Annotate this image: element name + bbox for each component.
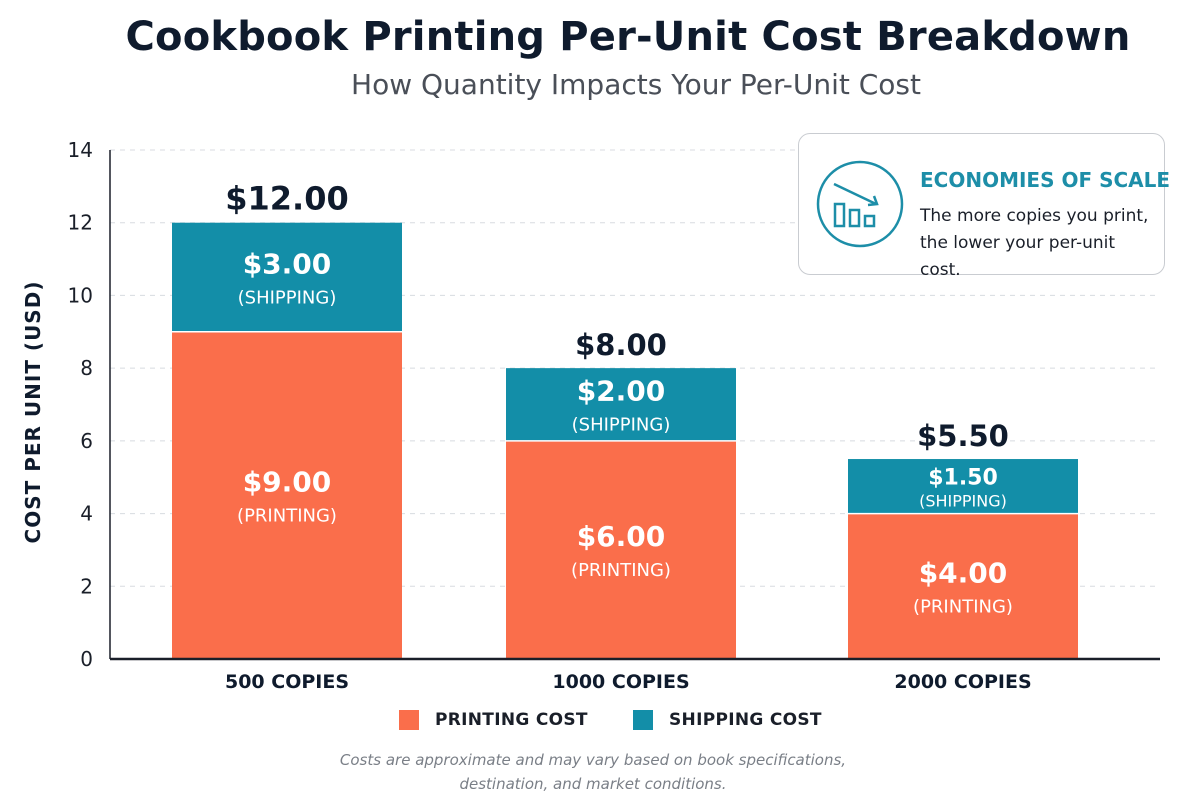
y-tick-label: 14 bbox=[68, 138, 93, 162]
bar-total-label: $8.00 bbox=[575, 328, 667, 362]
bar-shipping bbox=[172, 222, 402, 332]
bar-value-label: $6.00 bbox=[577, 520, 666, 553]
legend-swatch-shipping bbox=[633, 710, 653, 730]
y-tick-label: 6 bbox=[80, 429, 93, 453]
bar-printing bbox=[506, 440, 736, 659]
legend-item-shipping: SHIPPING COST bbox=[633, 710, 822, 730]
bar-sublabel: (PRINTING) bbox=[913, 596, 1013, 617]
x-category-label: 1000 COPIES bbox=[552, 671, 689, 693]
y-axis-label: COST PER UNIT (USD) bbox=[21, 281, 45, 544]
footnote-line: Costs are approximate and may vary based… bbox=[339, 751, 847, 769]
y-tick-label: 2 bbox=[80, 574, 93, 598]
bar-shipping bbox=[848, 459, 1078, 514]
y-tick-label: 10 bbox=[68, 283, 93, 307]
bar-printing bbox=[848, 513, 1078, 659]
footnote-line: destination, and market conditions. bbox=[459, 775, 727, 793]
bar-printing bbox=[172, 331, 402, 659]
bar-sublabel: (SHIPPING) bbox=[238, 287, 337, 308]
bar-total-label: $5.50 bbox=[917, 419, 1009, 453]
y-tick-label: 4 bbox=[80, 502, 93, 526]
bar-sublabel: (PRINTING) bbox=[237, 505, 337, 526]
y-tick-label: 8 bbox=[80, 356, 93, 380]
x-category-label: 2000 COPIES bbox=[894, 671, 1031, 693]
callout-text: The more copies you print, the lower you… bbox=[920, 203, 1160, 284]
y-tick-label: 12 bbox=[68, 211, 93, 235]
bar-value-label: $3.00 bbox=[243, 247, 332, 280]
axes: 500 COPIES 1000 COPIES 2000 COPIES bbox=[109, 150, 1160, 693]
y-tick-label: 0 bbox=[80, 647, 93, 671]
legend: PRINTING COST SHIPPING COST bbox=[0, 710, 1200, 738]
chart-subtitle: How Quantity Impacts Your Per-Unit Cost bbox=[351, 68, 921, 101]
callout-text-line: The more copies you print, bbox=[920, 206, 1149, 226]
legend-item-printing: PRINTING COST bbox=[399, 710, 588, 730]
bar-value-label: $9.00 bbox=[243, 465, 332, 498]
callout-title: ECONOMIES OF SCALE bbox=[920, 168, 1171, 192]
bar-sublabel: (PRINTING) bbox=[571, 560, 671, 581]
bar-sublabel: (SHIPPING) bbox=[919, 491, 1007, 510]
bar-total-label: $12.00 bbox=[225, 180, 348, 218]
chart-title: Cookbook Printing Per-Unit Cost Breakdow… bbox=[125, 14, 1131, 60]
economies-of-scale-callout: ECONOMIES OF SCALE The more copies you p… bbox=[798, 133, 1170, 280]
bar-value-label: $1.50 bbox=[928, 465, 998, 490]
legend-swatch-printing bbox=[399, 710, 419, 730]
bars: $9.00 (PRINTING) $3.00 (SHIPPING) $12.00 $6.0… bbox=[172, 180, 1078, 659]
legend-label-shipping: SHIPPING COST bbox=[669, 710, 822, 730]
bar-shipping bbox=[506, 368, 736, 441]
chart-trend-down-icon bbox=[816, 160, 904, 248]
x-category-label: 500 COPIES bbox=[225, 671, 349, 693]
bar-value-label: $2.00 bbox=[577, 375, 666, 408]
bar-sublabel: (SHIPPING) bbox=[572, 415, 671, 436]
callout-text-line: the lower your per-unit cost. bbox=[920, 233, 1116, 280]
bar-value-label: $4.00 bbox=[919, 556, 1008, 589]
legend-label-printing: PRINTING COST bbox=[435, 710, 588, 730]
footnote: Costs are approximate and may vary based… bbox=[0, 748, 1186, 796]
y-axis-ticks: 0 2 4 6 8 10 12 14 bbox=[68, 138, 93, 671]
